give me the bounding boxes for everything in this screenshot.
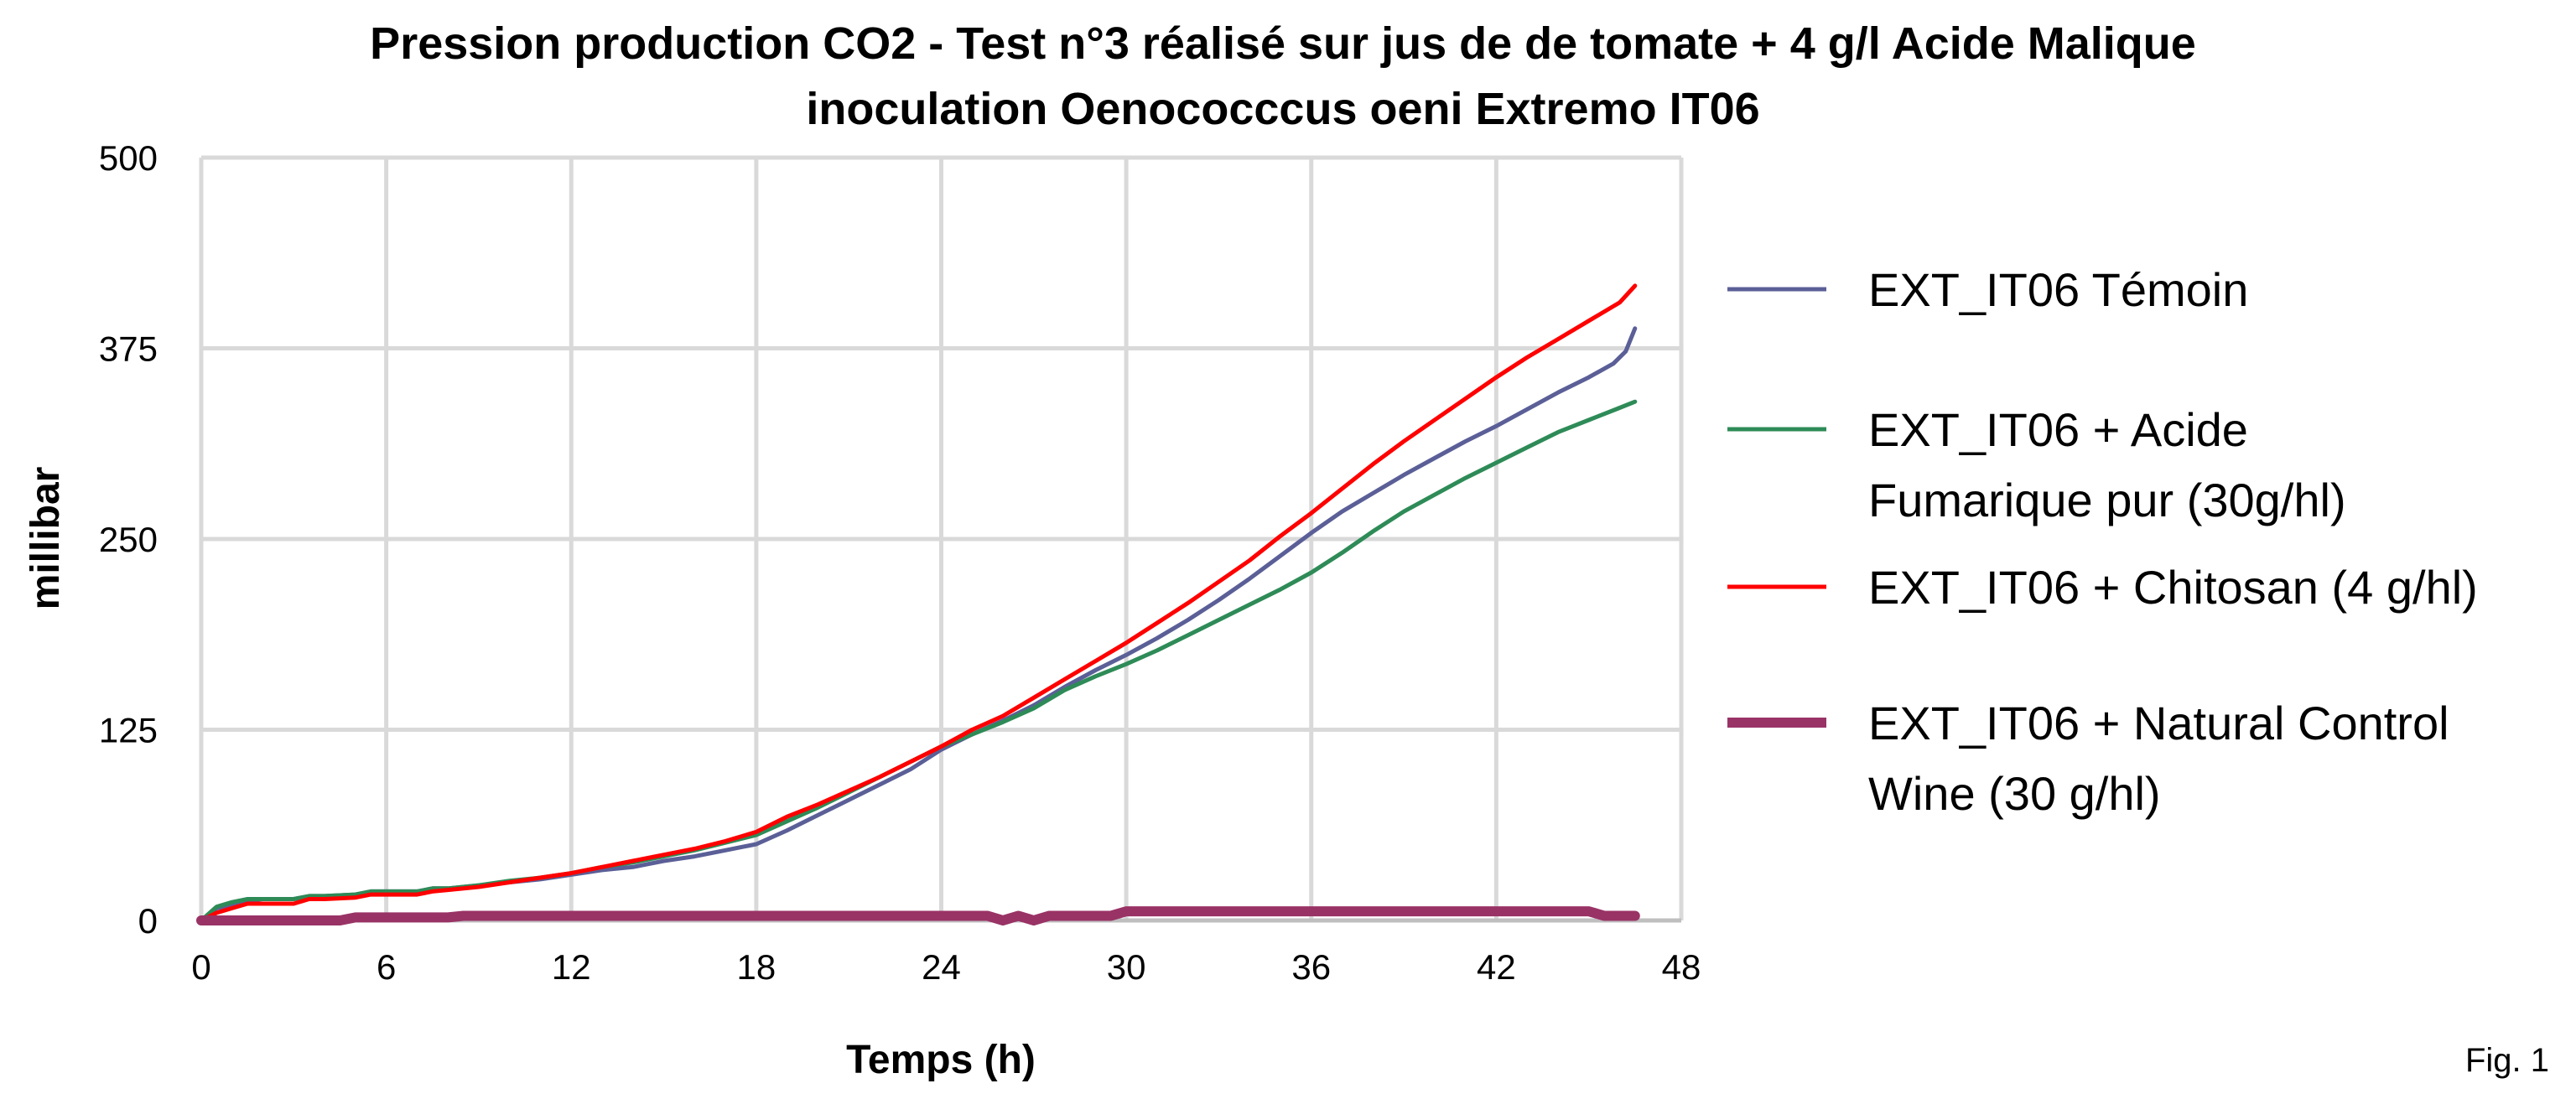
x-tick-label: 24 <box>922 947 961 987</box>
legend-label: Fumarique pur (30g/hl) <box>1868 474 2346 526</box>
x-tick-label: 36 <box>1291 947 1331 987</box>
chart-title-line-2: inoculation Oenococccus oeni Extremo IT0… <box>806 84 1759 134</box>
series-lines <box>196 283 1640 925</box>
y-tick-label: 0 <box>138 901 158 941</box>
x-tick-label: 0 <box>191 947 210 987</box>
y-tick-label: 125 <box>99 711 158 750</box>
legend: EXT_IT06 Témoin EXT_IT06 + Acide Fumarique… <box>1727 263 2478 820</box>
series-line-ext-it06-t-moin <box>199 326 1638 923</box>
x-axis-ticks: 0 6 12 18 24 30 36 42 48 <box>191 947 1701 987</box>
x-tick-label: 18 <box>737 947 776 987</box>
legend-label: EXT_IT06 + Chitosan (4 g/hl) <box>1868 561 2478 614</box>
legend-label: EXT_IT06 Témoin <box>1868 263 2248 316</box>
x-tick-label: 30 <box>1107 947 1146 987</box>
series-line-ext-it06-natural-control-wine-30-g-hl <box>196 906 1640 925</box>
y-axis-ticks: 0 125 250 375 500 <box>99 138 158 941</box>
y-tick-label: 500 <box>99 138 158 178</box>
legend-label: Wine (30 g/hl) <box>1868 767 2161 820</box>
chart-title-line-1: Pression production CO2 - Test n°3 réali… <box>370 18 2196 69</box>
y-axis-title: millibar <box>23 467 68 610</box>
x-tick-label: 6 <box>377 947 396 987</box>
series-line-ext-it06-acide-fumarique-pur-30g-hl <box>199 399 1638 923</box>
x-tick-label: 12 <box>552 947 591 987</box>
y-tick-label: 250 <box>99 520 158 559</box>
x-tick-label: 48 <box>1662 947 1701 987</box>
series-line-ext-it06-chitosan-4-g-hl <box>199 283 1638 923</box>
figure-label: Fig. 1 <box>2465 1042 2549 1079</box>
x-axis-title: Temps (h) <box>846 1038 1036 1082</box>
legend-label: EXT_IT06 + Natural Control <box>1868 697 2449 749</box>
legend-label: EXT_IT06 + Acide <box>1868 403 2248 456</box>
x-tick-label: 42 <box>1477 947 1516 987</box>
plot-area <box>199 155 1684 923</box>
y-tick-label: 375 <box>99 329 158 369</box>
